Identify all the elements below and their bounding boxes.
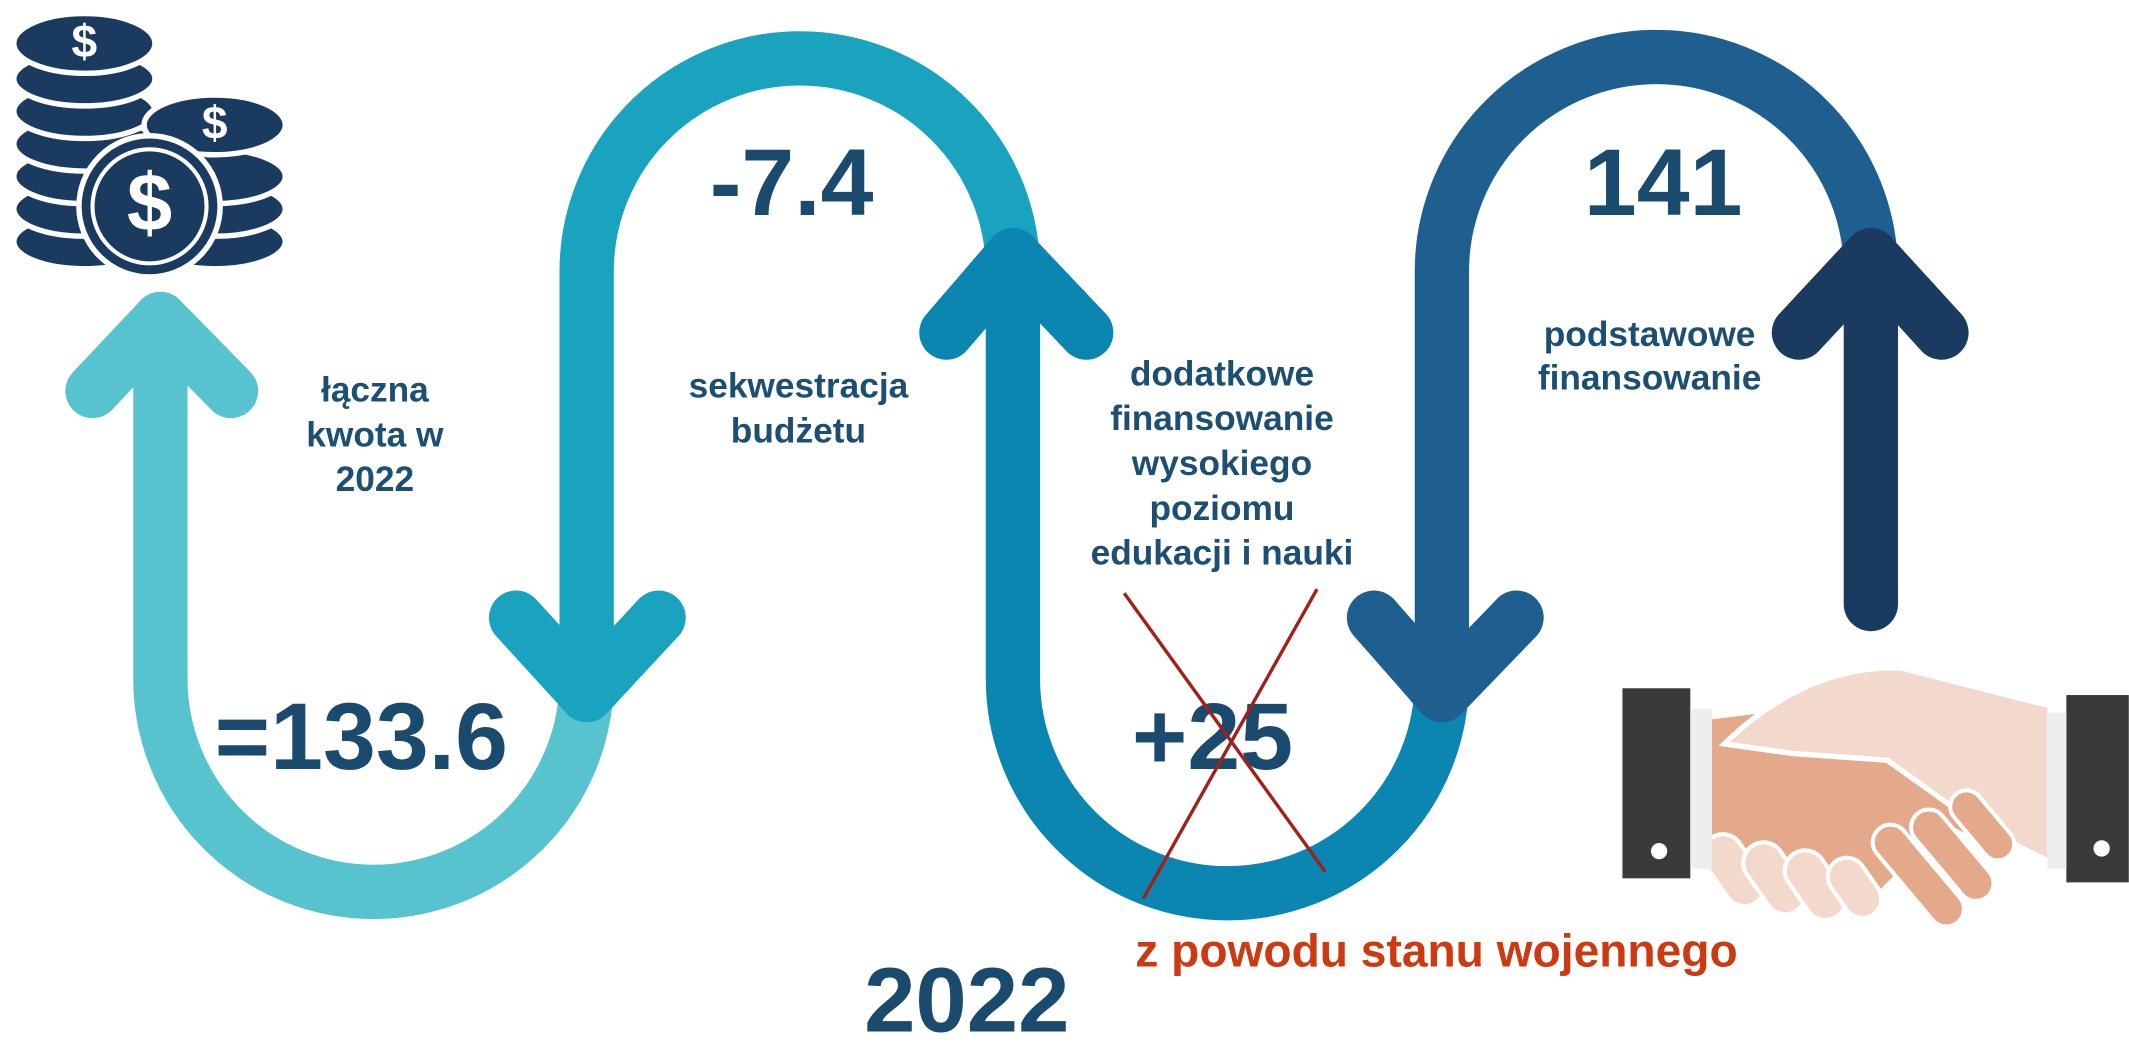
step-value: =133.6 <box>215 684 508 790</box>
step-label: 2022 <box>336 460 415 499</box>
infographic: $ $ $ =133.6 -7.4 +25 141 łączna kwota w… <box>0 0 2129 1048</box>
step-label: poziomu <box>1149 489 1294 528</box>
note: z powodu stanu wojennego <box>1135 925 1737 977</box>
page: {"steps": [ {"value": "=133.6", "label":… <box>0 0 2129 1048</box>
step-label: podstawowe <box>1544 315 1756 354</box>
step-label: dodatkowe <box>1130 354 1314 393</box>
step-label: finansowanie <box>1110 399 1334 438</box>
step-label: wysokiego <box>1131 444 1312 483</box>
step-label: edukacji i nauki <box>1091 534 1354 573</box>
svg-text:$: $ <box>202 96 228 148</box>
step-label: sekwestracja <box>689 367 909 406</box>
handshake-icon <box>1622 668 2128 934</box>
step-value: 141 <box>1584 130 1743 236</box>
step-label: budżetu <box>731 411 866 450</box>
step-label: finansowanie <box>1538 358 1762 397</box>
step-label: łączna <box>321 371 429 410</box>
step-value: -7.4 <box>710 130 874 236</box>
year: 2022 <box>864 948 1069 1048</box>
step-label: kwota w <box>306 415 444 454</box>
svg-text:$: $ <box>72 15 98 67</box>
svg-text:$: $ <box>127 158 172 249</box>
